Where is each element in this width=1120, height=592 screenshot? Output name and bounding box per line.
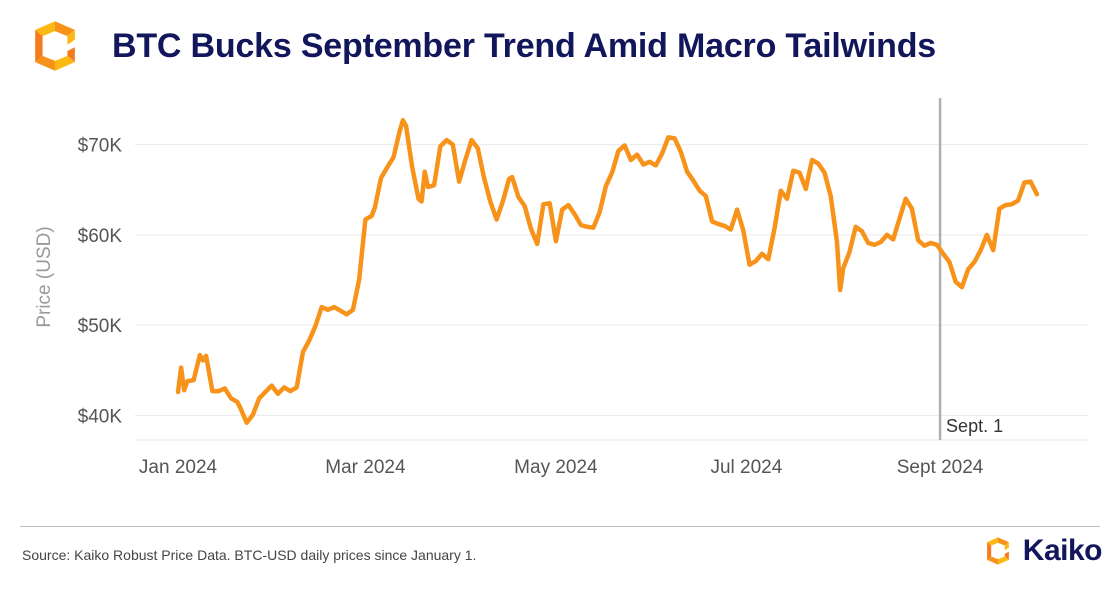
x-tick-label: Jul 2024	[710, 457, 782, 478]
brand-name: Kaiko	[1022, 534, 1103, 567]
header: BTC Bucks September Trend Amid Macro Tai…	[24, 14, 936, 78]
y-tick-label: $50K	[78, 316, 123, 337]
kaiko-logo-icon	[986, 537, 1009, 565]
y-tick-label: $40K	[78, 406, 123, 427]
x-axis-ticks: Jan 2024 Mar 2024 May 2024 Jul 2024 Sept 202…	[139, 457, 984, 478]
page-title: BTC Bucks September Trend Amid Macro Tai…	[112, 26, 936, 65]
y-axis-ticks: $40K $50K $60K $70K	[78, 136, 123, 428]
x-tick-label: Mar 2024	[325, 457, 406, 478]
sept-1-marker-label: Sept. 1	[946, 416, 1003, 436]
grid-lines	[135, 144, 1088, 416]
y-tick-label: $70K	[78, 136, 123, 157]
x-tick-label: Sept 2024	[897, 457, 984, 478]
price-line-chart: $40K $50K $60K $70K Jan 2024 Mar 2024 May 202…	[34, 98, 1088, 478]
x-tick-label: Jan 2024	[139, 457, 218, 478]
brand-logo: Kaiko	[981, 534, 1103, 568]
btc-usd-price-line	[175, 117, 1040, 425]
y-tick-label: $60K	[78, 226, 123, 247]
footer-divider	[20, 526, 1100, 527]
kaiko-logo-icon	[35, 21, 75, 71]
x-tick-label: May 2024	[514, 457, 598, 478]
y-axis-label: Price (USD)	[34, 226, 55, 327]
source-note: Source: Kaiko Robust Price Data. BTC-USD…	[22, 547, 477, 563]
